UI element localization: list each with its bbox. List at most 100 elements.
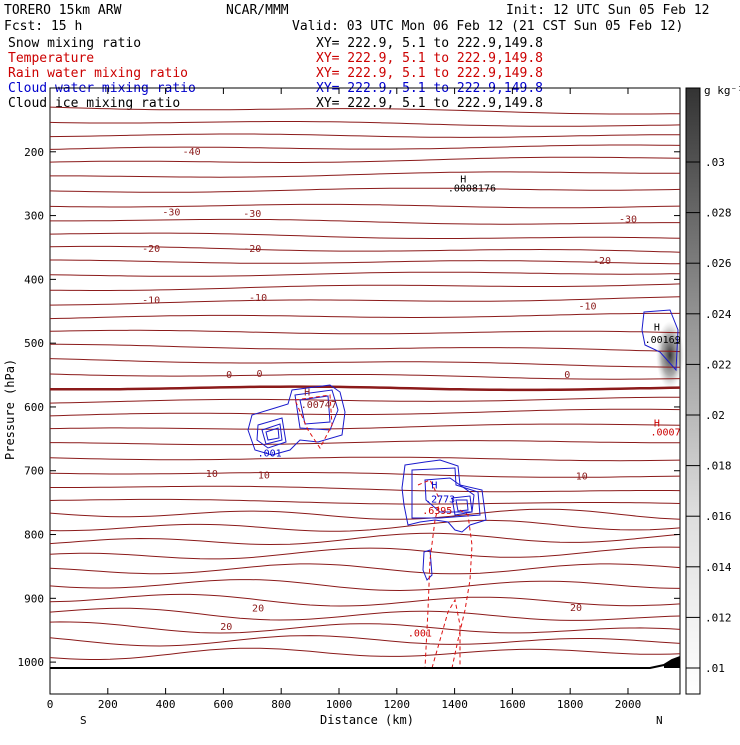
y-tick-label: 900 [24,592,44,605]
contour-label: H [460,174,466,185]
terrain-surface [50,656,681,669]
rain-water-contour [431,598,461,669]
isotherm [49,187,681,193]
contour-label: H [304,387,310,398]
isotherm [49,508,681,520]
contour-label: 0 [226,370,232,381]
x-tick-label: 1000 [326,698,353,711]
field-name: Rain water mixing ratio [8,66,188,81]
isotherm [50,259,681,265]
contour-label: -20 [593,256,611,267]
colorbar-tick-label: .02 [705,409,725,422]
init-time: Init: 12 UTC Sun 05 Feb 12 [506,3,710,18]
isotherm [49,232,681,239]
rain-water-contour [451,509,473,669]
colorbar-tick-label: .026 [705,257,732,270]
x-start-endpoint: S [80,714,87,727]
contour-label: .0007 [650,428,680,439]
contour-label: H [654,322,660,333]
contour-label: .6395 [422,506,452,517]
y-tick-label: 1000 [18,656,45,669]
isotherm [49,498,681,505]
field-xsect: XY= 222.9, 5.1 to 222.9,149.8 [316,36,543,51]
x-tick-label: 400 [156,698,176,711]
y-axis-label: Pressure (hPa) [3,359,17,460]
isotherm [49,519,681,532]
contour-label: -30 [619,215,637,226]
isotherm [49,312,680,320]
colorbar-tick-label: .01 [705,662,725,675]
y-tick-label: 200 [24,146,44,159]
isotherm [49,144,681,150]
colorbar-tick-label: .014 [705,561,732,574]
cloud-water-contour [261,423,283,445]
isotherm [49,647,681,660]
isotherm [49,593,681,607]
field-xsect: XY= 222.9, 5.1 to 222.9,149.8 [316,51,543,66]
contour-label: 10 [206,469,218,480]
x-tick-label: 2000 [615,698,642,711]
y-tick-label: 600 [24,401,44,414]
isotherm [49,408,681,417]
colorbar-tick-label: .018 [705,460,732,473]
x-tick-label: 1200 [384,698,411,711]
colorbar-ramp [685,87,701,695]
isotherm [49,423,681,430]
cloud-water-contours [247,309,679,581]
isotherm [50,218,680,225]
isotherm [49,621,681,634]
isotherm [49,373,681,380]
isotherm [49,245,681,253]
colorbar-tick-label: .028 [705,207,732,220]
contour-label: -10 [249,293,267,304]
isotherm [49,607,681,621]
y-tick-label: 700 [24,465,44,478]
contour-label: -10 [142,296,160,307]
contour-label: .001 [258,449,282,460]
zero-isotherm [49,385,681,392]
isotherm [49,283,681,291]
snow-mixing-ratio-shading [656,321,684,389]
colorbar-tick-label: .022 [705,358,732,371]
contour-label: H [431,481,437,492]
colorbar-tick-label: .012 [705,611,732,624]
model-title: TORERO 15km ARW [4,3,122,18]
field-xsect: XY= 222.9, 5.1 to 222.9,149.8 [316,66,543,81]
contour-label: 20 [570,603,582,614]
isotherm [49,472,681,478]
terrain-surface-fill [664,657,680,668]
isotherm [50,485,681,493]
axes: 0 200 400 600 800 1000 1200 1400 1600 1800 2000200… [18,88,680,711]
x-tick-label: 1600 [499,698,526,711]
contour-label: -10 [578,301,596,312]
cloud-water-contour [401,459,487,533]
field-name: Snow mixing ratio [8,36,141,51]
isotherm [49,546,681,560]
colorbar-tick-label: .03 [705,156,725,169]
isotherm [50,171,680,178]
x-tick-label: 800 [271,698,291,711]
contour-label: -20 [243,244,261,255]
isotherm [49,296,681,306]
x-tick-label: 1400 [441,698,468,711]
isotherm [49,358,681,368]
y-tick-label: 800 [24,529,44,542]
isotherm [49,203,681,209]
cloud-water-contour [411,467,481,519]
x-axis-label: Distance (km) [320,713,414,727]
isotherm [49,532,681,546]
isotherm [49,329,681,335]
isotherm [49,133,680,138]
cloud-water-contour [256,417,287,449]
x-end-endpoint: N [656,714,663,727]
contour-label: 0 [257,369,263,380]
contour-label: .0008176 [448,183,496,194]
contour-labels: -40 -30 -30 -30 -20 -20 -20 -10 -10 -10 0 0 0 10 10 10 2… [142,147,681,640]
isotherm [49,106,680,115]
x-tick-label: 0 [47,698,54,711]
contour-label: 0 [564,370,570,381]
contour-label: .00169 [645,335,681,346]
isotherm [49,579,681,592]
temperature-isotherms [49,106,681,660]
